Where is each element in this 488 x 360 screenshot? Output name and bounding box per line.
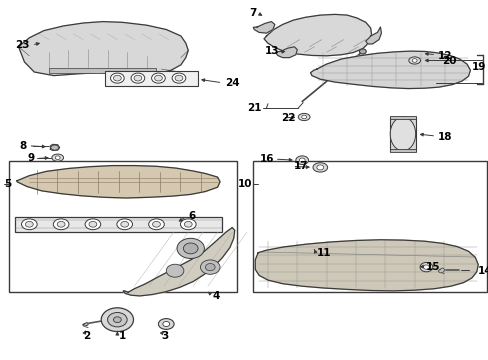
Ellipse shape (163, 321, 169, 327)
Ellipse shape (312, 163, 327, 172)
Bar (49, 68, 156, 73)
Ellipse shape (154, 75, 162, 81)
Ellipse shape (113, 317, 121, 323)
Ellipse shape (55, 156, 60, 159)
Ellipse shape (21, 219, 37, 230)
Text: 12: 12 (437, 51, 451, 61)
Text: 20: 20 (442, 56, 456, 66)
Ellipse shape (101, 308, 133, 332)
Ellipse shape (298, 113, 309, 121)
Text: 13: 13 (264, 46, 279, 56)
Text: 19: 19 (471, 62, 486, 72)
Polygon shape (17, 166, 220, 198)
Text: 9: 9 (27, 153, 34, 163)
Bar (15, 217, 222, 232)
Polygon shape (264, 14, 371, 56)
Ellipse shape (52, 154, 63, 161)
Ellipse shape (131, 73, 144, 83)
Text: 14: 14 (477, 266, 488, 276)
Polygon shape (310, 51, 469, 89)
Ellipse shape (85, 219, 101, 230)
Ellipse shape (51, 145, 59, 150)
Ellipse shape (295, 156, 308, 165)
Text: 17: 17 (293, 161, 307, 171)
Polygon shape (253, 22, 274, 33)
Ellipse shape (183, 243, 198, 254)
Ellipse shape (151, 73, 165, 83)
Text: 2: 2 (83, 330, 90, 341)
Ellipse shape (121, 221, 128, 227)
Polygon shape (365, 27, 381, 44)
Text: 10: 10 (237, 179, 251, 189)
Text: 4: 4 (212, 291, 220, 301)
Ellipse shape (408, 57, 420, 64)
Bar (389, 117, 415, 151)
Text: 11: 11 (316, 248, 331, 258)
Bar (9, 161, 237, 292)
Ellipse shape (134, 75, 142, 81)
Ellipse shape (299, 158, 305, 162)
Ellipse shape (423, 265, 428, 269)
Text: 3: 3 (161, 330, 168, 341)
Text: 8: 8 (20, 141, 27, 151)
Ellipse shape (301, 115, 306, 119)
Ellipse shape (184, 221, 192, 227)
Polygon shape (276, 47, 297, 58)
Ellipse shape (148, 219, 164, 230)
Ellipse shape (89, 221, 97, 227)
Ellipse shape (200, 260, 220, 274)
Ellipse shape (113, 75, 121, 81)
Polygon shape (82, 323, 88, 326)
Text: 21: 21 (246, 103, 261, 113)
Ellipse shape (25, 221, 33, 227)
Polygon shape (255, 240, 477, 291)
Text: 18: 18 (437, 132, 451, 142)
Ellipse shape (117, 219, 132, 230)
Ellipse shape (316, 165, 323, 170)
Ellipse shape (107, 312, 127, 327)
Ellipse shape (166, 264, 183, 277)
Polygon shape (19, 22, 188, 76)
Ellipse shape (359, 49, 366, 54)
Ellipse shape (172, 73, 185, 83)
Bar (389, 149, 415, 152)
Ellipse shape (419, 262, 432, 272)
Text: 16: 16 (259, 154, 273, 164)
Ellipse shape (177, 238, 204, 258)
Text: 5: 5 (4, 179, 11, 189)
Polygon shape (50, 144, 60, 150)
Text: 6: 6 (188, 211, 195, 221)
Text: 22: 22 (281, 113, 295, 123)
Bar (389, 116, 415, 119)
Ellipse shape (152, 221, 160, 227)
Bar (253, 161, 486, 292)
Polygon shape (123, 228, 234, 296)
Ellipse shape (175, 75, 183, 81)
Text: 7: 7 (249, 8, 256, 18)
Ellipse shape (110, 73, 124, 83)
Ellipse shape (205, 264, 215, 271)
Polygon shape (437, 268, 444, 273)
Text: 1: 1 (118, 330, 125, 341)
Text: 15: 15 (425, 262, 439, 272)
Text: 24: 24 (224, 78, 239, 88)
Ellipse shape (180, 219, 196, 230)
Ellipse shape (53, 219, 69, 230)
Ellipse shape (411, 59, 416, 62)
Ellipse shape (389, 117, 415, 151)
Ellipse shape (57, 221, 65, 227)
Bar (105, 71, 198, 86)
Ellipse shape (158, 319, 174, 329)
Text: 23: 23 (15, 40, 29, 50)
